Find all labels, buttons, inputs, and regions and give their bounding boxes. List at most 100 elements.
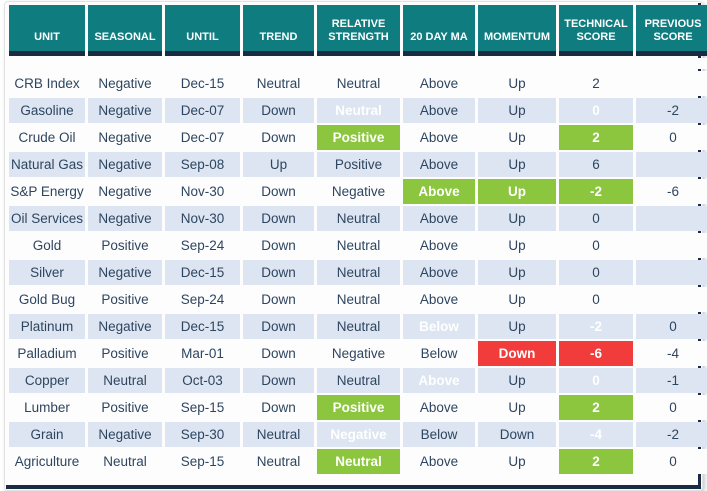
table-cell: Up xyxy=(478,368,556,393)
column-header-unit: UNIT xyxy=(9,5,85,56)
table-cell: Neutral xyxy=(88,368,162,393)
screenshot-frame: UNIT SEASONAL UNTIL TREND RELATIVE STRENGTH 2… xyxy=(4,1,707,491)
table-cell: Above xyxy=(403,260,475,285)
table-cell: Neutral xyxy=(243,422,314,447)
table-cell: 2 xyxy=(559,395,633,420)
unit-cell: Natural Gas xyxy=(9,152,85,177)
table-cell: Dec-15 xyxy=(165,260,240,285)
table-cell: Positive xyxy=(88,341,162,366)
table-cell: Neutral xyxy=(317,71,400,96)
table-cell: Down xyxy=(243,98,314,123)
table-cell: Above xyxy=(403,233,475,258)
table-cell: -1 xyxy=(636,368,707,393)
unit-cell: Agriculture xyxy=(9,449,85,474)
table-cell: Above xyxy=(403,287,475,312)
table-cell: Below xyxy=(403,314,475,339)
table-cell: Negative xyxy=(317,179,400,204)
table-cell: 2 xyxy=(559,71,633,96)
table-cell: 0 xyxy=(636,314,707,339)
unit-cell: Silver xyxy=(9,260,85,285)
table-cell: Negative xyxy=(88,98,162,123)
table-cell xyxy=(636,233,707,258)
table-row: Gold Bug Positive Sep-24 Down Neutral Above Up… xyxy=(9,287,707,312)
table-cell: Sep-15 xyxy=(165,395,240,420)
table-cell: Negative xyxy=(88,206,162,231)
table-cell: 0 xyxy=(636,125,707,150)
table-cell: Negative xyxy=(88,260,162,285)
table-cell: Negative xyxy=(88,179,162,204)
table-cell: Above xyxy=(403,449,475,474)
table-cell: 0 xyxy=(559,233,633,258)
table-row: Grain Negative Sep-30 Neutral Negative Below D… xyxy=(9,422,707,447)
unit-cell: CRB Index xyxy=(9,71,85,96)
column-header-trend: TREND xyxy=(243,5,314,56)
unit-cell: Gasoline xyxy=(9,98,85,123)
table-cell: Neutral xyxy=(243,71,314,96)
table-cell: Up xyxy=(478,260,556,285)
column-header-20-day-ma: 20 DAY MA xyxy=(403,5,475,56)
unit-cell: Crude Oil xyxy=(9,125,85,150)
table-cell: Negative xyxy=(88,422,162,447)
unit-cell: Grain xyxy=(9,422,85,447)
table-row: Gold Positive Sep-24 Down Neutral Above Up 0 xyxy=(9,233,707,258)
table-cell: Negative xyxy=(317,422,400,447)
table-cell: Up xyxy=(478,98,556,123)
column-header-technical-score: TECHNICAL SCORE xyxy=(559,5,633,56)
column-header-previous-score: PREVIOUS SCORE xyxy=(636,5,707,56)
table-cell: Sep-08 xyxy=(165,152,240,177)
table-cell: Up xyxy=(478,152,556,177)
table-cell xyxy=(636,206,707,231)
table-row: Crude Oil Negative Dec-07 Down Positive Above… xyxy=(9,125,707,150)
table-row: Oil Services Negative Nov-30 Down Neutral Abo… xyxy=(9,206,707,231)
table-cell: Down xyxy=(243,125,314,150)
table-cell: 2 xyxy=(559,449,633,474)
table-row: Palladium Positive Mar-01 Down Negative Below… xyxy=(9,341,707,366)
table-cell: Oct-03 xyxy=(165,368,240,393)
unit-cell: Copper xyxy=(9,368,85,393)
table-cell: Up xyxy=(478,449,556,474)
table-cell: Down xyxy=(243,368,314,393)
table-cell: Negative xyxy=(88,71,162,96)
table-row: Gasoline Negative Dec-07 Down Neutral Above Up… xyxy=(9,98,707,123)
column-header-momentum: MOMENTUM xyxy=(478,5,556,56)
table-cell: Neutral xyxy=(317,260,400,285)
table-row: Lumber Positive Sep-15 Down Positive Above Up 2… xyxy=(9,395,707,420)
table-cell xyxy=(636,71,707,96)
column-header-until: UNTIL xyxy=(165,5,240,56)
table-cell: Above xyxy=(403,395,475,420)
table-cell: Down xyxy=(478,422,556,447)
table-row: Silver Negative Dec-15 Down Neutral Above Up 0 xyxy=(9,260,707,285)
table-cell: Negative xyxy=(88,125,162,150)
table-cell: Neutral xyxy=(317,287,400,312)
table-cell: Above xyxy=(403,368,475,393)
table-cell: Positive xyxy=(88,287,162,312)
unit-cell: Platinum xyxy=(9,314,85,339)
table-cell: Sep-24 xyxy=(165,233,240,258)
table-cell: -6 xyxy=(636,179,707,204)
table-cell: Above xyxy=(403,152,475,177)
table-row: Agriculture Neutral Sep-15 Neutral Neutral Ab… xyxy=(9,449,707,474)
unit-cell: Gold xyxy=(9,233,85,258)
table-cell: Down xyxy=(478,341,556,366)
table-cell: Dec-15 xyxy=(165,71,240,96)
table-cell: -2 xyxy=(636,98,707,123)
table-cell: Dec-07 xyxy=(165,125,240,150)
header-row: UNIT SEASONAL UNTIL TREND RELATIVE STRENGTH 2… xyxy=(9,5,707,56)
table-cell: Up xyxy=(243,152,314,177)
unit-cell: S&P Energy xyxy=(9,179,85,204)
table-cell: 0 xyxy=(559,368,633,393)
table-cell: Neutral xyxy=(317,98,400,123)
column-header-relative-strength: RELATIVE STRENGTH xyxy=(317,5,400,56)
table-cell: Above xyxy=(403,71,475,96)
table-cell xyxy=(636,260,707,285)
table-cell: Above xyxy=(403,125,475,150)
unit-cell: Gold Bug xyxy=(9,287,85,312)
table-cell: -2 xyxy=(559,179,633,204)
table-cell: Negative xyxy=(88,152,162,177)
table-cell: Below xyxy=(403,341,475,366)
table-cell: Up xyxy=(478,71,556,96)
unit-cell: Palladium xyxy=(9,341,85,366)
table-row: Platinum Negative Dec-15 Down Neutral Below Up… xyxy=(9,314,707,339)
table-row: Copper Neutral Oct-03 Down Neutral Above Up 0 -1 xyxy=(9,368,707,393)
table-cell: Mar-01 xyxy=(165,341,240,366)
